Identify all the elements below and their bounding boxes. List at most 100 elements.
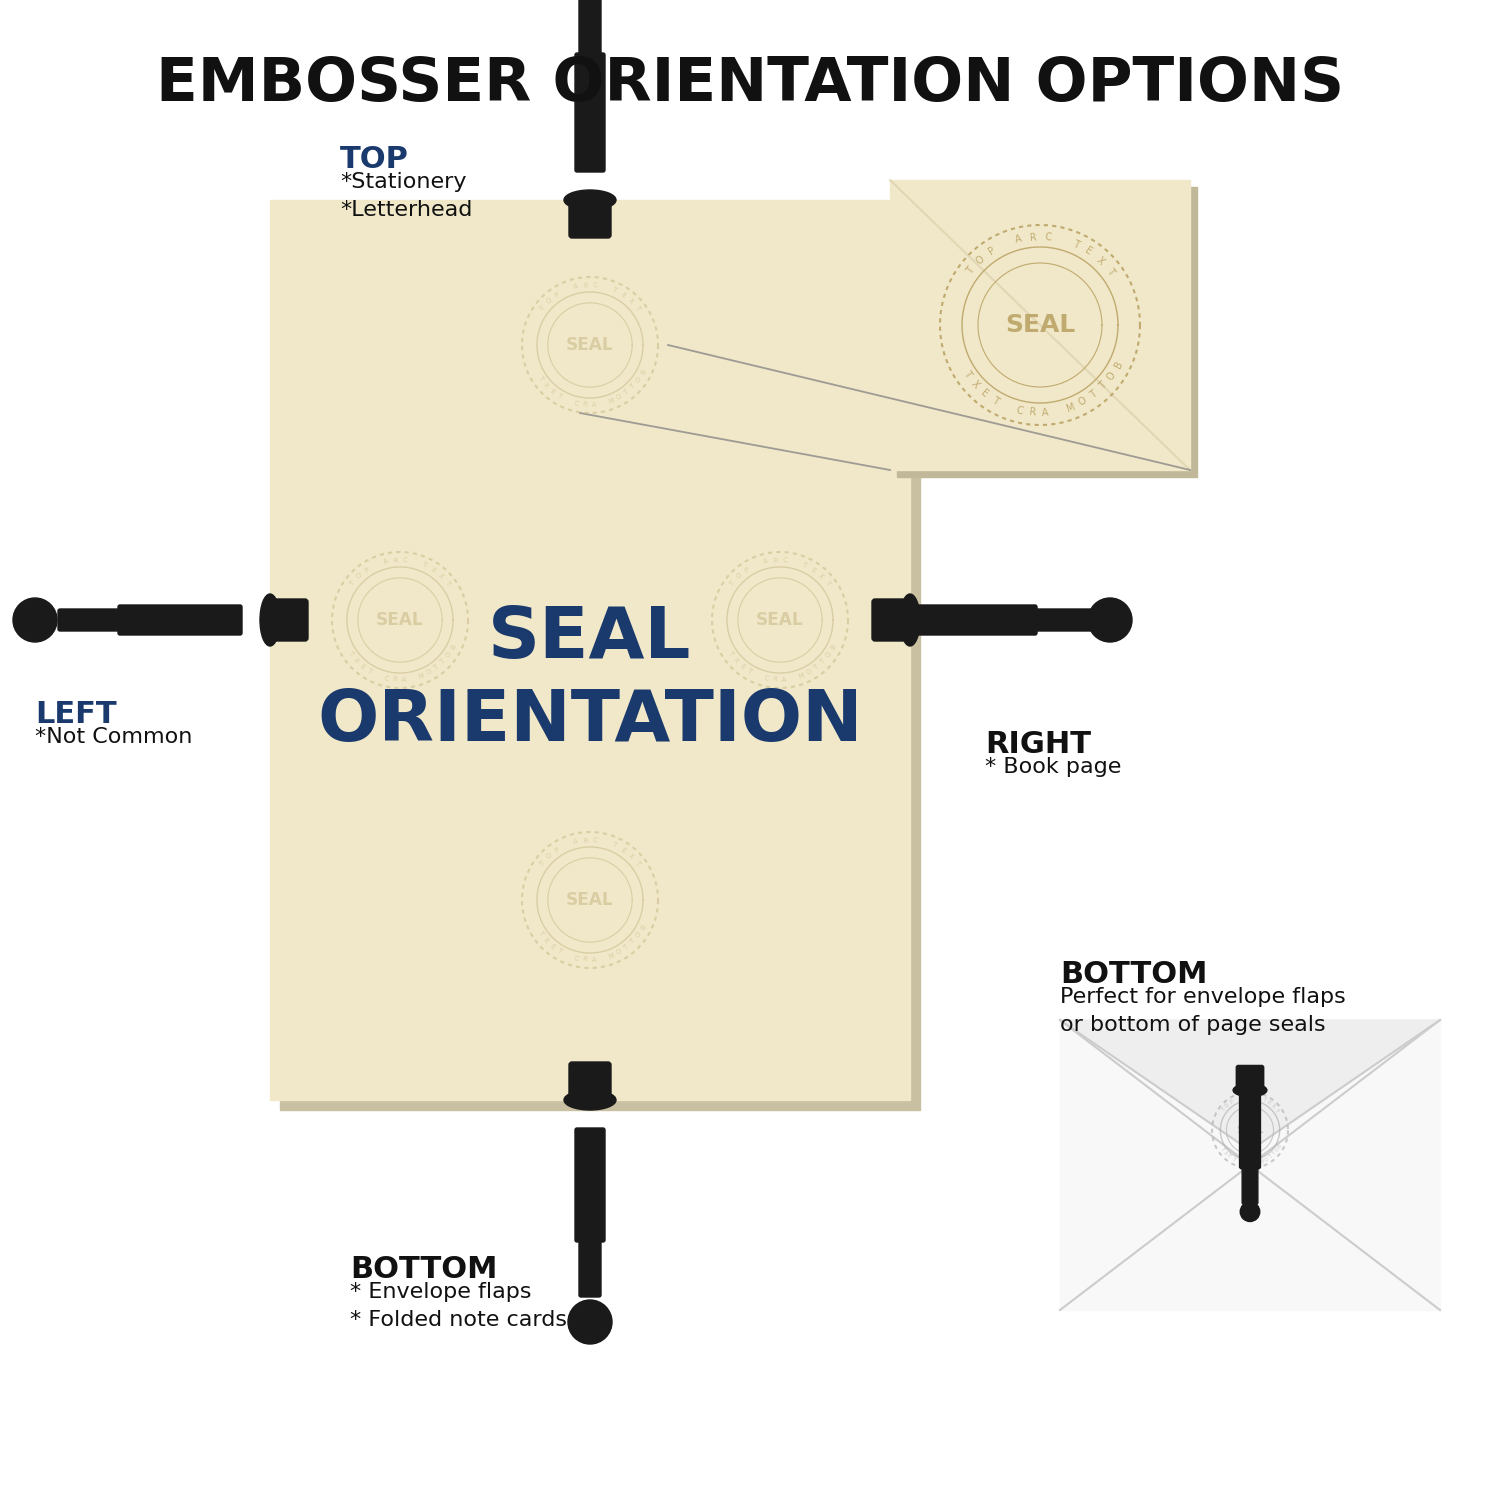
Text: SEAL: SEAL xyxy=(566,891,614,909)
Text: E: E xyxy=(620,291,627,298)
Text: M: M xyxy=(417,672,424,680)
Text: T: T xyxy=(538,859,546,867)
Text: X: X xyxy=(542,936,549,944)
Text: R: R xyxy=(1029,408,1036,419)
Text: O: O xyxy=(426,669,433,676)
Text: O: O xyxy=(825,651,833,658)
FancyBboxPatch shape xyxy=(58,609,122,631)
Text: A: A xyxy=(1042,408,1048,419)
Text: T: T xyxy=(537,930,544,938)
Text: X: X xyxy=(969,378,981,390)
Text: M: M xyxy=(1258,1158,1264,1164)
Text: R: R xyxy=(1029,232,1036,243)
FancyBboxPatch shape xyxy=(1236,1065,1263,1092)
Ellipse shape xyxy=(564,1090,616,1110)
Text: M: M xyxy=(608,952,615,960)
Text: E: E xyxy=(429,567,436,573)
Ellipse shape xyxy=(900,594,920,646)
Text: A: A xyxy=(1250,1161,1254,1166)
Text: X: X xyxy=(542,381,549,388)
Text: B: B xyxy=(639,924,646,930)
Text: C: C xyxy=(1044,232,1052,243)
Text: C: C xyxy=(592,282,598,288)
Text: T: T xyxy=(634,304,640,312)
Text: R: R xyxy=(393,556,398,564)
Text: T: T xyxy=(1098,381,1108,392)
Text: LEFT: LEFT xyxy=(34,700,117,729)
Text: TOP: TOP xyxy=(340,146,410,174)
FancyBboxPatch shape xyxy=(914,604,1036,634)
FancyBboxPatch shape xyxy=(579,0,602,62)
Text: T: T xyxy=(1268,1154,1274,1160)
Text: SEAL
ORIENTATION: SEAL ORIENTATION xyxy=(316,604,862,756)
Text: X: X xyxy=(1222,1150,1228,1155)
Text: P: P xyxy=(364,566,370,573)
Text: SEAL: SEAL xyxy=(1236,1125,1263,1136)
Text: R: R xyxy=(1245,1161,1250,1166)
Text: O: O xyxy=(806,669,813,676)
Text: O: O xyxy=(615,948,622,956)
Text: T: T xyxy=(444,580,452,586)
Text: P: P xyxy=(1228,1100,1234,1106)
Circle shape xyxy=(568,1300,612,1344)
Ellipse shape xyxy=(564,190,616,210)
Text: SEAL: SEAL xyxy=(566,336,614,354)
Text: C: C xyxy=(1240,1160,1245,1166)
Text: X: X xyxy=(627,297,634,304)
Text: T: T xyxy=(622,388,630,396)
Text: P: P xyxy=(987,246,998,256)
Text: T: T xyxy=(1262,1096,1266,1102)
Text: O: O xyxy=(1274,1146,1281,1152)
Text: X: X xyxy=(1270,1102,1275,1108)
Text: B: B xyxy=(1113,360,1125,370)
Text: X: X xyxy=(732,657,740,664)
Text: T: T xyxy=(1220,1146,1226,1152)
Ellipse shape xyxy=(1233,1083,1268,1096)
Text: T: T xyxy=(813,664,820,670)
Text: B: B xyxy=(830,644,837,651)
Text: RIGHT: RIGHT xyxy=(986,730,1090,759)
Text: B: B xyxy=(639,369,646,375)
Text: X: X xyxy=(627,852,634,859)
FancyBboxPatch shape xyxy=(579,1238,602,1298)
Ellipse shape xyxy=(260,594,280,646)
Text: O: O xyxy=(444,651,453,658)
Text: T: T xyxy=(1104,266,1116,278)
Text: M: M xyxy=(608,398,615,405)
Text: Perfect for envelope flaps
or bottom of page seals: Perfect for envelope flaps or bottom of … xyxy=(1060,987,1346,1035)
FancyBboxPatch shape xyxy=(568,1062,610,1102)
Text: T: T xyxy=(556,948,562,956)
Text: T: T xyxy=(346,650,354,657)
FancyBboxPatch shape xyxy=(871,598,913,640)
Circle shape xyxy=(1088,598,1132,642)
Text: * Envelope flaps
* Folded note cards: * Envelope flaps * Folded note cards xyxy=(350,1282,567,1330)
FancyBboxPatch shape xyxy=(568,196,610,238)
Text: C: C xyxy=(573,399,579,406)
Text: T: T xyxy=(1221,1107,1227,1113)
Text: P: P xyxy=(554,291,561,298)
Text: A: A xyxy=(762,558,768,566)
Text: R: R xyxy=(582,402,588,408)
Text: E: E xyxy=(1226,1154,1232,1160)
Text: E: E xyxy=(980,387,990,399)
Text: *Stationery
*Letterhead: *Stationery *Letterhead xyxy=(340,172,472,220)
FancyBboxPatch shape xyxy=(890,180,1190,470)
Text: E: E xyxy=(620,846,627,853)
Text: SEAL: SEAL xyxy=(376,610,424,628)
FancyBboxPatch shape xyxy=(574,1128,604,1242)
FancyBboxPatch shape xyxy=(267,598,308,640)
Text: P: P xyxy=(554,846,561,853)
Text: R: R xyxy=(392,676,398,682)
Text: T: T xyxy=(610,842,618,849)
FancyBboxPatch shape xyxy=(1034,609,1096,631)
Text: R: R xyxy=(582,957,588,963)
Text: T: T xyxy=(538,304,546,312)
Text: T: T xyxy=(440,658,447,664)
Text: E: E xyxy=(549,944,556,950)
Text: A: A xyxy=(573,284,579,291)
Text: T: T xyxy=(729,579,736,586)
Text: A: A xyxy=(782,676,786,682)
Text: R: R xyxy=(1245,1094,1250,1100)
Text: O: O xyxy=(1263,1156,1269,1162)
Text: A: A xyxy=(573,839,579,846)
